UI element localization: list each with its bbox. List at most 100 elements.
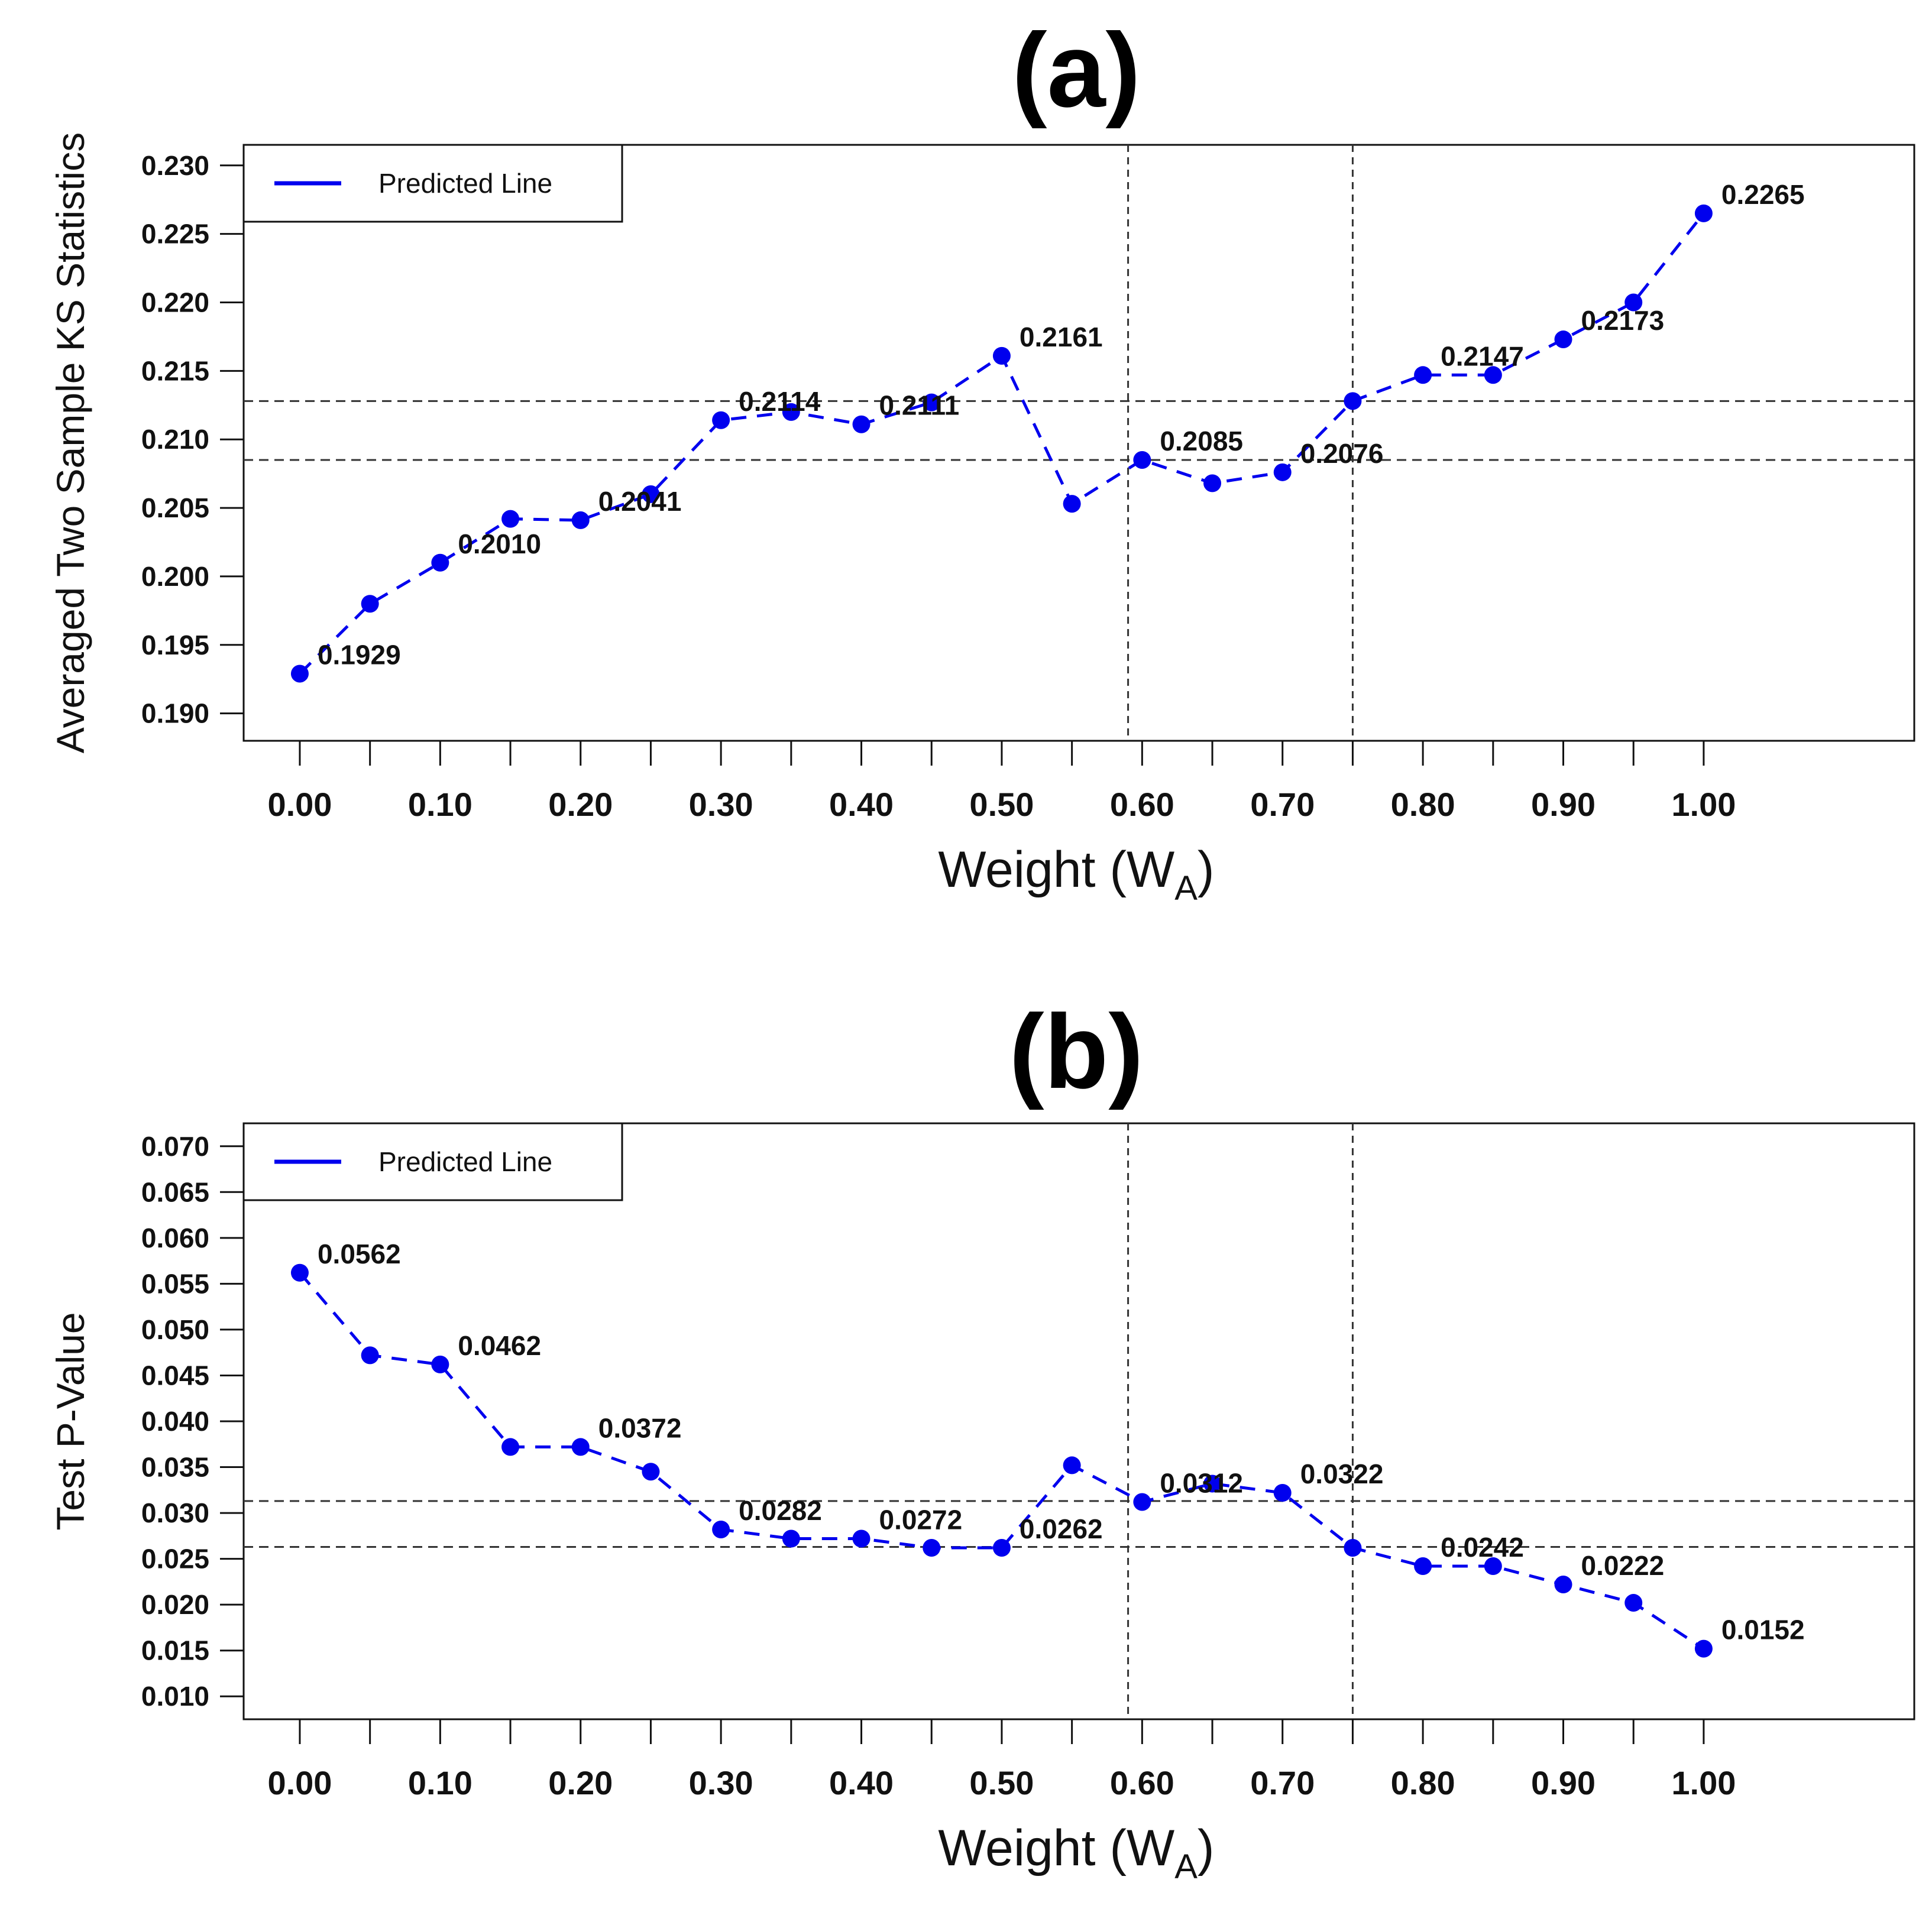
data-label: 0.0222 bbox=[1581, 1550, 1665, 1581]
panel-b: (b) 0.070 0.065 0.060 0.055 0.050 0.045 0.040 0.… bbox=[48, 993, 1915, 1886]
x-tick-label: 0.30 bbox=[689, 1764, 753, 1801]
data-label: 0.0312 bbox=[1160, 1467, 1243, 1498]
y-tick-label: 0.060 bbox=[141, 1223, 209, 1253]
data-point bbox=[1344, 1539, 1362, 1557]
data-label: 0.2161 bbox=[1020, 322, 1103, 352]
y-tick-label: 0.230 bbox=[141, 150, 209, 181]
data-label: 0.0562 bbox=[318, 1239, 401, 1269]
data-point bbox=[1554, 1576, 1572, 1594]
data-label: 0.2173 bbox=[1581, 305, 1665, 336]
y-tick-label: 0.215 bbox=[141, 355, 209, 386]
data-point bbox=[1063, 495, 1081, 513]
x-tick-label: 0.20 bbox=[548, 1764, 613, 1801]
x-axis-label-main: Weight (W bbox=[938, 841, 1174, 898]
y-tick-label: 0.210 bbox=[141, 424, 209, 455]
data-label: 0.2010 bbox=[458, 529, 541, 559]
legend: Predicted Line bbox=[242, 144, 623, 223]
y-tick-label: 0.200 bbox=[141, 561, 209, 592]
data-point bbox=[782, 403, 800, 421]
y-axis-label: Averaged Two Sample KS Statistics bbox=[48, 132, 92, 753]
data-point bbox=[1133, 451, 1151, 469]
y-axis-label: Test P-Value bbox=[48, 1312, 92, 1530]
x-axis-label-subscript: A bbox=[1174, 869, 1198, 908]
chart-title: (a) bbox=[1012, 11, 1141, 129]
x-tick-label: 0.00 bbox=[267, 1764, 332, 1801]
x-axis-label-close: ) bbox=[1198, 1820, 1215, 1877]
chart-title: (b) bbox=[1009, 993, 1143, 1110]
x-tick-label: 0.90 bbox=[1531, 1764, 1596, 1801]
data-label: 0.0282 bbox=[739, 1495, 822, 1526]
y-tick-label: 0.050 bbox=[141, 1314, 209, 1345]
data-point bbox=[290, 665, 309, 683]
data-label: 0.2147 bbox=[1441, 341, 1524, 371]
data-point bbox=[1414, 1557, 1432, 1576]
series-line bbox=[299, 1272, 1705, 1650]
legend-label: Predicted Line bbox=[378, 168, 552, 199]
data-point bbox=[712, 1520, 730, 1538]
x-tick-label: 0.30 bbox=[689, 786, 753, 823]
x-tick-label: 0.50 bbox=[969, 786, 1034, 823]
data-point bbox=[1273, 1483, 1292, 1502]
legend-label: Predicted Line bbox=[378, 1146, 552, 1177]
data-label: 0.2076 bbox=[1300, 438, 1384, 469]
x-tick-label: 0.70 bbox=[1250, 1764, 1315, 1801]
x-tick-label: 0.60 bbox=[1110, 786, 1174, 823]
data-point bbox=[1554, 330, 1572, 349]
data-point bbox=[1484, 366, 1502, 384]
x-tick-label: 0.50 bbox=[969, 1764, 1034, 1801]
data-point bbox=[1344, 392, 1362, 410]
x-axis-label-close: ) bbox=[1198, 841, 1215, 898]
data-point bbox=[1203, 1474, 1222, 1493]
y-tick-label: 0.045 bbox=[141, 1360, 209, 1391]
data-point bbox=[1624, 1594, 1643, 1612]
data-label: 0.0322 bbox=[1300, 1459, 1384, 1489]
plot-frame bbox=[242, 1122, 1915, 1720]
y-tick-label: 0.205 bbox=[141, 492, 209, 523]
data-point bbox=[361, 595, 379, 613]
data-point bbox=[852, 1529, 870, 1548]
data-point bbox=[642, 1463, 660, 1481]
data-label: 0.2085 bbox=[1160, 426, 1243, 456]
y-tick-label: 0.025 bbox=[141, 1544, 209, 1574]
data-label: 0.2265 bbox=[1721, 179, 1805, 210]
data-point bbox=[1273, 463, 1292, 481]
data-point bbox=[782, 1529, 800, 1548]
x-axis-label: Weight (WA) bbox=[938, 841, 1214, 908]
data-point bbox=[992, 346, 1011, 365]
x-axis-label: Weight (WA) bbox=[938, 1820, 1214, 1886]
y-tick-label: 0.020 bbox=[141, 1589, 209, 1620]
data-point bbox=[290, 1263, 309, 1282]
x-tick-label: 0.40 bbox=[829, 1764, 894, 1801]
x-tick-label: 1.00 bbox=[1671, 1764, 1736, 1801]
data-label: 0.0152 bbox=[1721, 1615, 1805, 1645]
y-tick-label: 0.220 bbox=[141, 287, 209, 317]
x-tick-label: 0.00 bbox=[267, 786, 332, 823]
data-point bbox=[923, 1539, 941, 1557]
data-point bbox=[501, 510, 520, 528]
data-point bbox=[992, 1539, 1011, 1557]
data-label: 0.2111 bbox=[879, 390, 960, 421]
x-tick-label: 0.80 bbox=[1391, 1764, 1455, 1801]
data-label: 0.0272 bbox=[879, 1504, 963, 1535]
data-point bbox=[431, 1355, 449, 1373]
x-tick-label: 1.00 bbox=[1671, 786, 1736, 823]
series-line bbox=[299, 212, 1705, 675]
data-point bbox=[1694, 204, 1713, 222]
plot-frame bbox=[242, 144, 1915, 742]
legend: Predicted Line bbox=[242, 1122, 623, 1201]
x-tick-label: 0.20 bbox=[548, 786, 613, 823]
data-point bbox=[571, 511, 590, 529]
x-tick-label: 0.10 bbox=[408, 786, 473, 823]
x-tick-label: 0.80 bbox=[1391, 786, 1455, 823]
data-point bbox=[1414, 366, 1432, 384]
y-tick-label: 0.070 bbox=[141, 1131, 209, 1162]
data-point bbox=[1694, 1639, 1713, 1658]
data-point bbox=[1063, 1456, 1081, 1474]
data-label: 0.0262 bbox=[1020, 1514, 1103, 1544]
data-point bbox=[712, 411, 730, 429]
y-tick-label: 0.010 bbox=[141, 1681, 209, 1712]
y-tick-label: 0.055 bbox=[141, 1268, 209, 1299]
y-tick-label: 0.195 bbox=[141, 630, 209, 660]
data-point bbox=[1203, 474, 1222, 492]
